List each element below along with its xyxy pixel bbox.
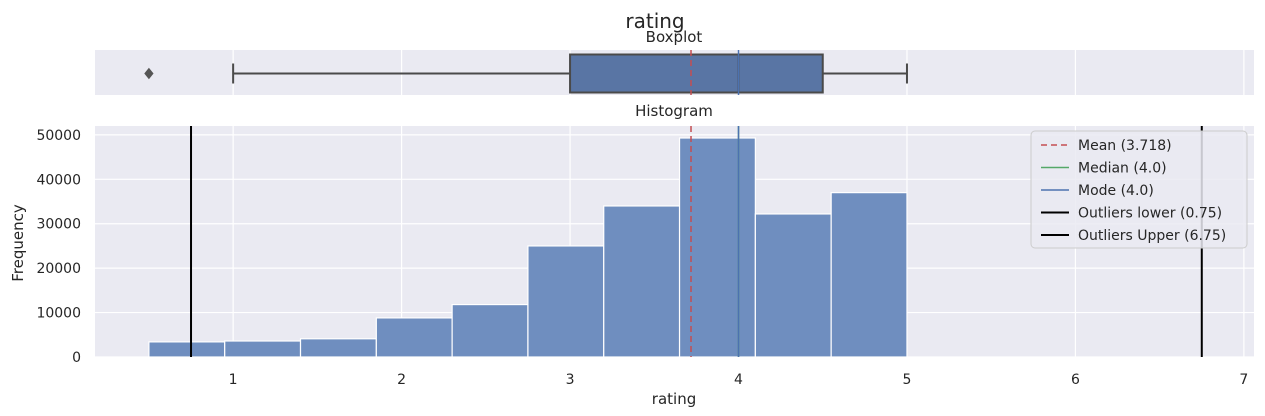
boxplot-title: Boxplot xyxy=(646,28,703,46)
y-tick-label: 40000 xyxy=(36,172,81,188)
histogram-bar xyxy=(678,137,756,358)
legend-label-4: Outliers Upper (6.75) xyxy=(1078,228,1226,244)
figure-title: rating xyxy=(625,9,684,33)
legend-label-2: Mode (4.0) xyxy=(1078,183,1154,199)
boxplot-box xyxy=(569,53,824,94)
histogram-bar xyxy=(148,341,226,358)
legend-box xyxy=(1030,130,1248,249)
x-tick-label: 6 xyxy=(1071,372,1080,388)
histogram-bar xyxy=(830,192,908,358)
x-tick-label: 2 xyxy=(397,372,406,388)
histogram-bar xyxy=(299,338,377,358)
x-tick-label: 3 xyxy=(566,372,575,388)
x-tick-label: 4 xyxy=(734,372,743,388)
histogram-title: Histogram xyxy=(635,102,713,120)
x-tick-label: 1 xyxy=(229,372,238,388)
x-tick-label: 5 xyxy=(903,372,912,388)
y-axis-label: Frequency xyxy=(9,204,27,282)
histogram-bar xyxy=(451,303,529,358)
y-tick-label: 30000 xyxy=(36,217,81,233)
y-tick-label: 10000 xyxy=(36,306,81,322)
histogram-bar xyxy=(754,213,832,358)
x-tick-label: 7 xyxy=(1239,372,1248,388)
histogram-bar xyxy=(527,245,605,358)
boxplot-panel xyxy=(95,50,1254,95)
legend-label-0: Mean (3.718) xyxy=(1078,138,1172,154)
y-tick-label: 50000 xyxy=(36,128,81,144)
x-axis-label: rating xyxy=(652,390,696,408)
legend: Mean (3.718) Median (4.0) Mode (4.0) Outlie… xyxy=(1030,130,1248,249)
y-tick-label: 0 xyxy=(72,350,81,366)
legend-label-3: Outliers lower (0.75) xyxy=(1078,206,1222,222)
histogram-bar xyxy=(224,340,302,358)
histogram-bar xyxy=(375,317,453,358)
y-tick-label: 20000 xyxy=(36,261,81,277)
histogram-bar xyxy=(603,205,681,358)
legend-label-1: Median (4.0) xyxy=(1078,161,1167,177)
boxplot-outlier xyxy=(144,67,154,80)
